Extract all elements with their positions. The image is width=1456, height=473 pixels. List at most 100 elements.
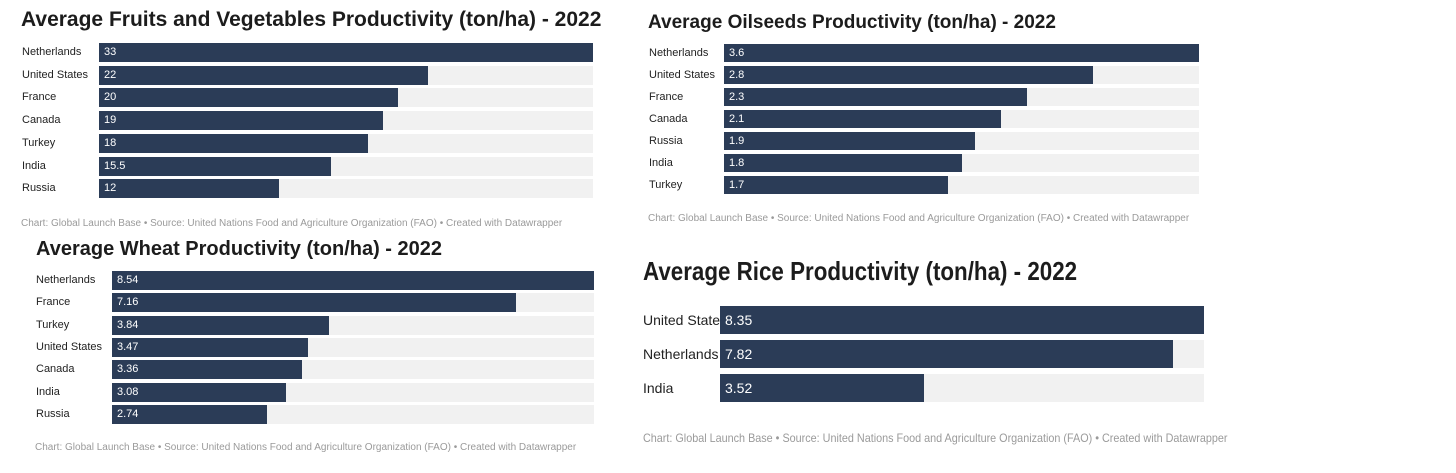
bar-row: India 1.8 [640, 154, 1199, 172]
bar-row: India 3.52 [630, 374, 1204, 402]
bar: 3.08 [112, 382, 286, 402]
data-label: 3.6 [729, 47, 745, 59]
data-label: 1.8 [729, 157, 745, 169]
bar-rows: Netherlands 8.54 France 7.16 Turkey 3.84 Unite… [0, 271, 600, 427]
bar-track: 3.47 [112, 337, 594, 357]
bar: 3.52 [720, 374, 925, 402]
bar: 7.82 [720, 340, 1174, 368]
bar-row: Canada 3.36 [0, 360, 594, 380]
category-label: Russia [36, 407, 70, 420]
category-label: Canada [649, 113, 688, 125]
bar: 7.16 [112, 293, 517, 313]
data-label: 2.1 [729, 113, 745, 125]
bar-track: 8.35 [720, 306, 1204, 334]
category-label: Netherlands [643, 346, 719, 362]
bar-row: Turkey 1.7 [640, 176, 1199, 194]
category-label: United States [36, 340, 103, 353]
category-label: India [22, 159, 46, 172]
bar: 3.47 [112, 337, 308, 357]
category-label: Netherlands [36, 274, 96, 286]
bar: 3.6 [724, 44, 1199, 62]
bar: 18 [99, 133, 369, 153]
chart-title: Average Wheat Productivity (ton/ha) - 20… [36, 238, 443, 260]
data-label: 33 [104, 46, 117, 58]
data-label: 3.52 [725, 380, 753, 396]
category-label: Turkey [22, 136, 56, 149]
data-label: 8.35 [725, 312, 753, 328]
bar: 15.5 [99, 156, 332, 176]
data-label: 22 [104, 68, 117, 81]
bar-row: Turkey 18 [0, 133, 593, 153]
bar-track: 22 [99, 65, 593, 85]
category-label: India [36, 385, 60, 398]
bar: 2.74 [112, 404, 267, 424]
bar-row: France 20 [0, 88, 593, 108]
category-label: France [649, 91, 684, 103]
data-label: 1.7 [729, 179, 745, 191]
bar-track: 20 [99, 88, 593, 108]
bar-track: 7.82 [720, 340, 1204, 368]
bar: 12 [99, 179, 279, 199]
bar-row: France 2.3 [640, 88, 1199, 106]
bar-track: 3.08 [112, 382, 594, 402]
bar: 19 [99, 111, 384, 131]
data-label: 3.08 [117, 385, 139, 398]
category-label: Canada [36, 363, 75, 376]
bar: 8.54 [112, 271, 594, 290]
data-label: 18 [104, 136, 117, 149]
data-label: 20 [104, 91, 117, 104]
bar-row: Russia 12 [0, 179, 593, 199]
chart-footer: Chart: Global Launch Base • Source: Unit… [21, 218, 563, 229]
chart-panel-rice: Average Rice Productivity (ton/ha) - 202… [630, 250, 1250, 473]
chart-footer: Chart: Global Launch Base • Source: Unit… [648, 213, 1190, 224]
category-label: Turkey [649, 179, 683, 191]
data-label: 3.47 [117, 340, 139, 353]
chart-footer: Chart: Global Launch Base • Source: Unit… [643, 431, 1228, 445]
bar-row: Netherlands 8.54 [0, 271, 594, 290]
data-label: 2.3 [729, 91, 745, 103]
bar-row: Netherlands 33 [0, 43, 593, 62]
bar-track: 1.9 [724, 132, 1199, 150]
category-label: Netherlands [22, 46, 82, 58]
bar-track: 15.5 [99, 156, 593, 176]
data-label: 8.54 [117, 274, 139, 286]
bar-track: 3.6 [724, 44, 1199, 62]
bar: 22 [99, 65, 429, 85]
bar-row: Canada 19 [0, 111, 593, 131]
bar: 20 [99, 88, 399, 108]
category-label: United States [643, 312, 728, 328]
bar-row: India 15.5 [0, 156, 593, 176]
bar-track: 19 [99, 111, 593, 131]
category-label: United States [649, 69, 716, 81]
category-label: Turkey [36, 318, 70, 331]
category-label: India [643, 380, 674, 396]
bar-track: 3.84 [112, 315, 594, 335]
data-label: 15.5 [104, 159, 126, 172]
bar: 3.36 [112, 360, 302, 380]
data-label: 19 [104, 114, 117, 127]
bar: 33 [99, 43, 593, 62]
data-label: 12 [104, 182, 117, 195]
chart-footer: Chart: Global Launch Base • Source: Unit… [35, 442, 577, 453]
category-label: Canada [22, 114, 61, 127]
bar-row: Netherlands 3.6 [640, 44, 1199, 62]
chart-title: Average Rice Productivity (ton/ha) - 202… [643, 256, 1078, 286]
category-label: France [36, 296, 71, 309]
bar: 8.35 [720, 306, 1204, 334]
bar-track: 3.52 [720, 374, 1204, 402]
bar-row: Netherlands 7.82 [630, 340, 1204, 368]
bar-track: 18 [99, 133, 593, 153]
category-label: Russia [649, 135, 683, 147]
bar-row: India 3.08 [0, 382, 594, 402]
bar-rows: Netherlands 33 United States 22 France 20 Cana… [0, 43, 600, 203]
data-label: 7.82 [725, 346, 753, 362]
data-label: 1.9 [729, 135, 745, 147]
bar: 1.9 [724, 132, 975, 150]
bar: 2.8 [724, 66, 1094, 84]
chart-title: Average Fruits and Vegetables Productivi… [21, 8, 602, 31]
data-label: 3.36 [117, 363, 139, 376]
category-label: United States [22, 68, 89, 81]
chart-panel-oilseeds: Average Oilseeds Productivity (ton/ha) -… [640, 0, 1260, 235]
bar-row: United States 8.35 [630, 306, 1204, 334]
data-label: 3.84 [117, 318, 139, 331]
